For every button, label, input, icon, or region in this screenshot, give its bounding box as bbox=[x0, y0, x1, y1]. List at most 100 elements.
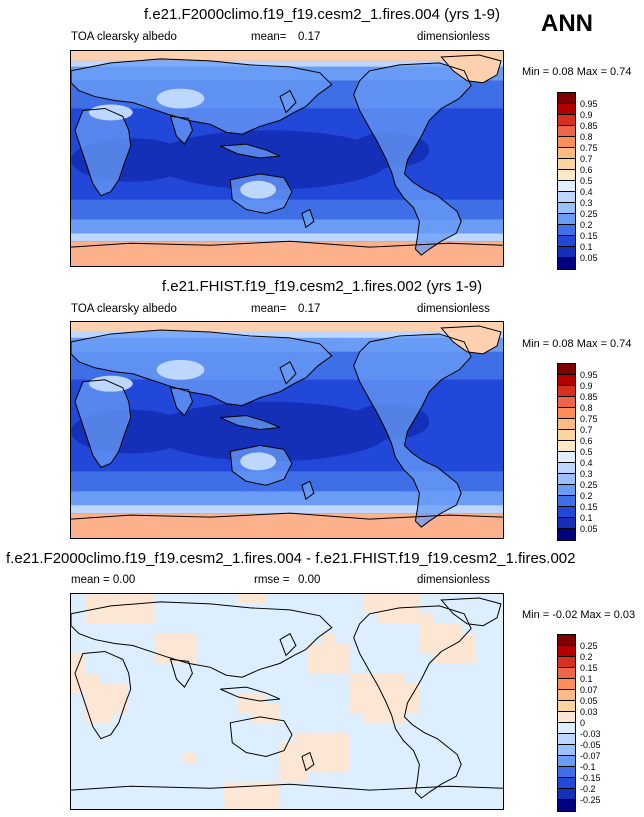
colorbar-tick-label: 0.15 bbox=[580, 663, 598, 673]
positive-diff-cell bbox=[335, 742, 350, 753]
positive-diff-cell bbox=[307, 762, 322, 773]
positive-diff-cell bbox=[391, 683, 406, 694]
map-canvas bbox=[71, 322, 503, 538]
albedo-band bbox=[71, 219, 503, 234]
colorbar-swatch bbox=[558, 635, 575, 646]
colorbar-tick-label: 0.3 bbox=[580, 198, 593, 208]
positive-diff-cell bbox=[280, 752, 294, 763]
colorbar-tick-label: 0.5 bbox=[580, 447, 593, 457]
panel-3-mean-label: mean = 0.00 bbox=[71, 574, 136, 586]
positive-diff-cell bbox=[182, 752, 197, 763]
positive-diff-cell bbox=[112, 613, 127, 624]
colorbar-tick-label: -0.05 bbox=[580, 740, 601, 750]
albedo-band bbox=[71, 60, 503, 67]
land-fill bbox=[353, 333, 472, 528]
coastline bbox=[353, 605, 472, 799]
positive-diff-cell bbox=[391, 673, 406, 684]
panel-2-minmax: Min = 0.08 Max = 0.74 bbox=[522, 338, 632, 350]
positive-diff-cell bbox=[307, 742, 322, 753]
positive-diff-cell bbox=[238, 782, 253, 793]
positive-diff-cell bbox=[335, 653, 350, 664]
albedo-band bbox=[71, 241, 503, 266]
positive-diff-cell bbox=[433, 633, 448, 644]
positive-diff-cell bbox=[335, 643, 350, 654]
colorbar-swatch bbox=[558, 137, 575, 148]
albedo-band bbox=[71, 51, 503, 61]
positive-diff-cell bbox=[238, 594, 253, 604]
positive-diff-cell bbox=[140, 603, 155, 614]
colorbar-swatch bbox=[558, 712, 575, 723]
colorbar-swatch bbox=[558, 386, 575, 397]
coastline bbox=[220, 415, 281, 431]
colorbar-swatch bbox=[558, 701, 575, 712]
panel-1-minmax: Min = 0.08 Max = 0.74 bbox=[522, 66, 632, 78]
colorbar-swatch bbox=[558, 181, 575, 192]
positive-diff-cell bbox=[266, 702, 281, 713]
colorbar-tick-label: 0.75 bbox=[580, 414, 598, 424]
coastline bbox=[279, 361, 297, 385]
colorbar-swatch bbox=[558, 236, 575, 247]
positive-diff-cell bbox=[321, 732, 336, 743]
colorbar-swatch bbox=[558, 397, 575, 408]
positive-diff-cell bbox=[98, 683, 113, 694]
coastline bbox=[71, 601, 333, 678]
positive-diff-cell bbox=[307, 653, 322, 664]
ice-sheet bbox=[441, 54, 502, 83]
panel-3-units: dimensionless bbox=[417, 574, 490, 586]
positive-diff-cell bbox=[252, 702, 267, 713]
low-albedo-region bbox=[150, 130, 390, 190]
colorbar-tick-label: 0.2 bbox=[580, 491, 593, 501]
positive-diff-cell bbox=[307, 732, 322, 743]
positive-diff-cell bbox=[252, 782, 267, 793]
positive-diff-cell bbox=[252, 712, 267, 723]
colorbar-swatch bbox=[558, 225, 575, 236]
desert-region bbox=[240, 452, 277, 471]
panel-2-mean-value: 0.17 bbox=[298, 303, 321, 315]
colorbar-swatch bbox=[558, 214, 575, 225]
colorbar-swatch bbox=[558, 734, 575, 745]
positive-diff-cell bbox=[377, 603, 392, 614]
colorbar-tick-label: 0.25 bbox=[580, 480, 598, 490]
coastline bbox=[71, 512, 503, 520]
colorbar-tick-label: 0.05 bbox=[580, 524, 598, 534]
colorbar-swatch bbox=[558, 800, 575, 811]
positive-diff-cell bbox=[433, 623, 448, 634]
positive-diff-cell bbox=[321, 663, 336, 674]
positive-diff-cell bbox=[377, 673, 392, 684]
positive-diff-cell bbox=[112, 693, 127, 703]
colorbar-swatch bbox=[558, 690, 575, 701]
colorbar-tick-label: 0.03 bbox=[580, 707, 598, 717]
positive-diff-cell bbox=[280, 762, 294, 773]
colorbar-tick-label: 0.85 bbox=[580, 121, 598, 131]
positive-diff-cell bbox=[168, 633, 183, 644]
positive-diff-cell bbox=[363, 693, 378, 703]
positive-diff-cell bbox=[349, 673, 364, 684]
positive-diff-cell bbox=[349, 683, 364, 694]
coastline bbox=[71, 783, 503, 791]
colorbar-swatch bbox=[558, 789, 575, 800]
positive-diff-cell bbox=[182, 653, 197, 664]
colorbar-tick-label: 0.05 bbox=[580, 253, 598, 263]
colorbar-swatch bbox=[558, 518, 575, 529]
panel-3-title: f.e21.F2000climo.f19_f19.cesm2_1.fires.0… bbox=[6, 550, 576, 567]
colorbar-tick-label: -0.1 bbox=[580, 762, 596, 772]
colorbar-swatch bbox=[558, 93, 575, 104]
coastline bbox=[301, 480, 315, 501]
coastline bbox=[220, 143, 281, 159]
positive-diff-cell bbox=[71, 683, 85, 694]
coastline bbox=[301, 751, 315, 772]
colorbar-swatch bbox=[558, 485, 575, 496]
positive-diff-cell bbox=[405, 702, 420, 713]
positive-diff-cell bbox=[335, 752, 350, 763]
positive-diff-cell bbox=[447, 653, 462, 664]
positive-diff-cell bbox=[238, 792, 253, 803]
colorbar-tick-label: 0.4 bbox=[580, 458, 593, 468]
panel-2-units: dimensionless bbox=[417, 303, 490, 315]
albedo-band bbox=[71, 199, 503, 220]
positive-diff-cell bbox=[266, 782, 281, 793]
colorbar-tick-label: 0.75 bbox=[580, 143, 598, 153]
colorbar-boxes bbox=[557, 92, 576, 270]
positive-diff-cell bbox=[84, 702, 99, 713]
coastline bbox=[301, 208, 315, 229]
colorbar-tick-label: -0.07 bbox=[580, 751, 601, 761]
